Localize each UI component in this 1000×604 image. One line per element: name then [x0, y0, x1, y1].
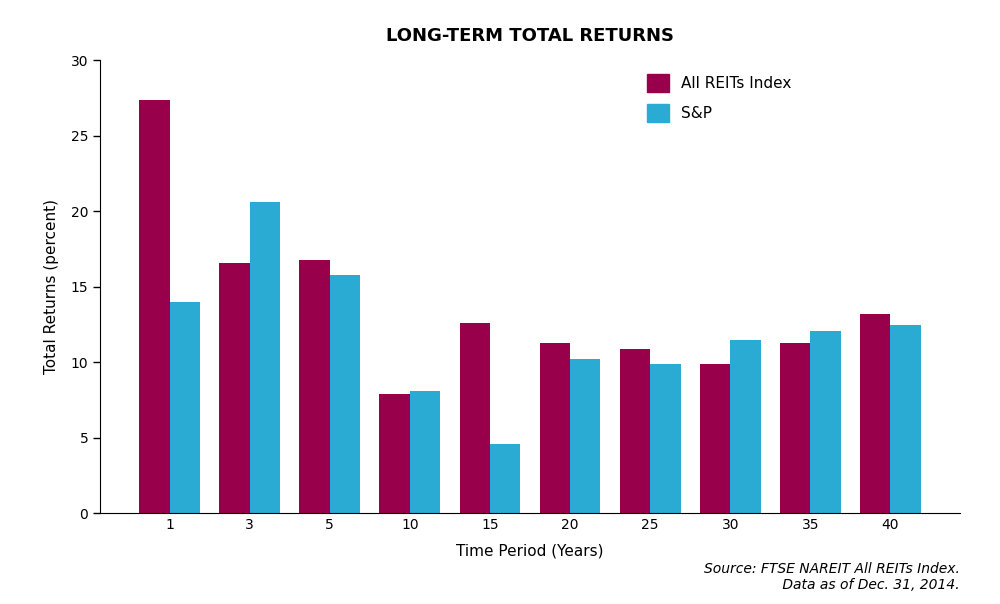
Bar — [780, 342, 810, 513]
Bar — [890, 325, 921, 513]
X-axis label: Time Period (Years): Time Period (Years) — [456, 544, 604, 558]
Text: Source: FTSE NAREIT All REITs Index.
         Data as of Dec. 31, 2014.: Source: FTSE NAREIT All REITs Index. Dat… — [704, 562, 960, 592]
Y-axis label: Total Returns (percent): Total Returns (percent) — [44, 199, 59, 374]
Bar — [700, 364, 730, 513]
Title: LONG-TERM TOTAL RETURNS: LONG-TERM TOTAL RETURNS — [386, 27, 674, 45]
Legend: All REITs Index, S&P: All REITs Index, S&P — [641, 68, 798, 128]
Bar — [730, 339, 761, 513]
Bar — [219, 263, 250, 513]
Bar — [330, 275, 360, 513]
Bar — [650, 364, 681, 513]
Bar — [139, 100, 170, 513]
Bar — [860, 314, 890, 513]
Bar — [810, 331, 841, 513]
Bar — [170, 302, 200, 513]
Bar — [250, 202, 280, 513]
Bar — [299, 260, 330, 513]
Bar — [460, 323, 490, 513]
Bar — [379, 394, 410, 513]
Bar — [570, 359, 600, 513]
Bar — [410, 391, 440, 513]
Bar — [490, 444, 520, 513]
Bar — [540, 342, 570, 513]
Bar — [620, 349, 650, 513]
